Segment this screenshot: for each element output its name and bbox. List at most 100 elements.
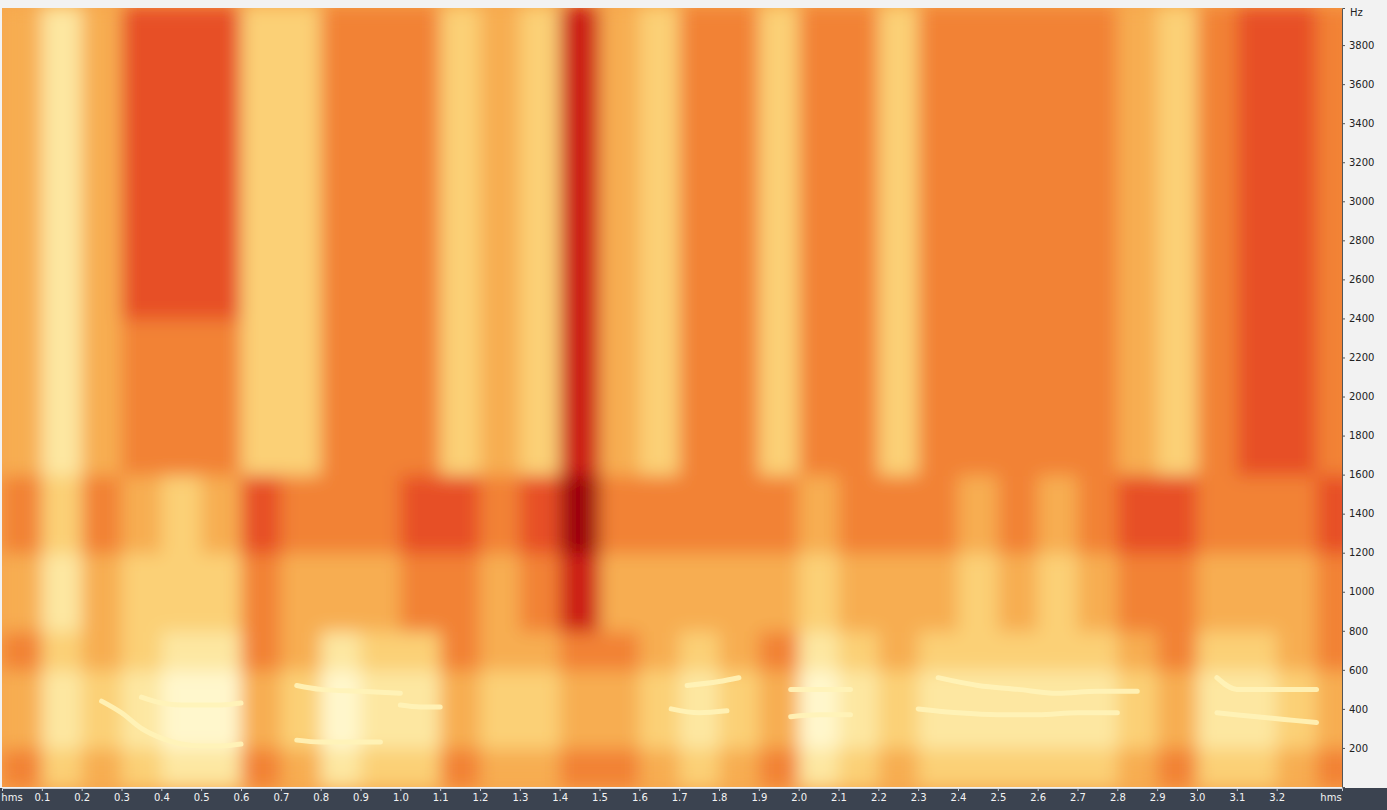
harmonic-lines <box>102 678 1317 746</box>
heatmap-cell <box>321 514 362 554</box>
heatmap-cell <box>400 162 441 202</box>
heatmap-cell <box>719 475 760 515</box>
heatmap-cell <box>2 45 43 85</box>
heatmap-cell <box>639 709 680 749</box>
heatmap-cell <box>600 279 641 319</box>
heatmap-cell <box>918 45 959 85</box>
heatmap-cell <box>281 592 322 632</box>
heatmap-cell <box>361 45 402 85</box>
x-tick-label: 2.4 <box>951 792 967 803</box>
heatmap-cell <box>82 201 123 241</box>
x-tick-mark <box>400 788 401 791</box>
x-tick: 0.7 <box>273 788 289 803</box>
heatmap-cell <box>122 45 163 85</box>
heatmap-cell <box>719 8 760 46</box>
heatmap-cell <box>918 279 959 319</box>
heatmap-cell <box>1277 709 1318 749</box>
heatmap-cell <box>241 670 282 710</box>
heatmap-cell <box>201 123 242 163</box>
heatmap-cell <box>679 397 720 437</box>
x-axis-line <box>3 789 1343 792</box>
heatmap-cell <box>201 84 242 124</box>
heatmap-cell <box>321 631 362 671</box>
heatmap-cell <box>400 84 441 124</box>
heatmap-cell <box>520 8 561 46</box>
heatmap-cell <box>480 709 521 749</box>
x-tick-mark <box>1078 788 1079 791</box>
heatmap-cell <box>679 84 720 124</box>
heatmap-cell <box>759 748 800 787</box>
heatmap-cell <box>958 318 999 358</box>
heatmap-cell <box>719 162 760 202</box>
heatmap-cell <box>1078 553 1119 593</box>
heatmap-cell <box>1157 475 1198 515</box>
heatmap-cell <box>82 357 123 397</box>
x-tick: 2.8 <box>1110 788 1126 803</box>
x-tick-label: 1.8 <box>712 792 728 803</box>
heatmap-cell <box>639 123 680 163</box>
heatmap-cell <box>839 475 880 515</box>
x-tick-mark <box>759 788 760 791</box>
heatmap-cell <box>600 553 641 593</box>
heatmap-cell <box>1197 514 1238 554</box>
heatmap-cell <box>600 397 641 437</box>
heatmap-cell <box>600 201 641 241</box>
heatmap-cell <box>1038 123 1079 163</box>
heatmap-cell <box>1157 553 1198 593</box>
heatmap-cell <box>759 84 800 124</box>
heatmap-cell <box>878 475 919 515</box>
heatmap-cell <box>201 318 242 358</box>
heatmap-cell <box>42 709 83 749</box>
heatmap-cell <box>520 45 561 85</box>
heatmap-cell <box>1317 436 1342 476</box>
heatmap-cell <box>918 84 959 124</box>
heatmap-cell <box>1117 592 1158 632</box>
chart: 0.10.20.30.40.50.60.70.80.91.01.11.21.31… <box>0 0 1387 810</box>
heatmap-cell <box>161 8 202 46</box>
heatmap-cell <box>639 592 680 632</box>
heatmap-cell <box>679 436 720 476</box>
heatmap-cell <box>440 397 481 437</box>
heatmap-cell <box>361 475 402 515</box>
heatmap-cell <box>42 514 83 554</box>
heatmap-cell <box>560 397 601 437</box>
y-tick-mark <box>1342 709 1345 710</box>
heatmap-cell <box>241 397 282 437</box>
heatmap-cell <box>600 436 641 476</box>
heatmap-cell <box>201 162 242 202</box>
y-tick: 400 <box>1342 704 1368 715</box>
heatmap-cell <box>998 631 1039 671</box>
heatmap-cell <box>1197 357 1238 397</box>
x-tick-label: 1.5 <box>592 792 608 803</box>
heatmap-cell <box>281 123 322 163</box>
heatmap-cell <box>42 318 83 358</box>
heatmap-cell <box>1317 592 1342 632</box>
heatmap-cell <box>82 123 123 163</box>
x-tick-label: 2.5 <box>990 792 1006 803</box>
heatmap-cell <box>1078 84 1119 124</box>
heatmap-cell <box>321 240 362 280</box>
plot-ground <box>2 8 1342 787</box>
heatmap-cell <box>759 162 800 202</box>
heatmap-cell <box>1277 514 1318 554</box>
heatmap-cell <box>1317 162 1342 202</box>
y-tick-mark <box>1342 631 1345 632</box>
heatmap-cell <box>560 318 601 358</box>
heatmap-cell <box>878 709 919 749</box>
y-tick-mark <box>1342 357 1345 358</box>
heatmap-cell <box>918 240 959 280</box>
heatmap-cell <box>161 84 202 124</box>
y-tick-mark <box>1342 279 1345 280</box>
heatmap-cell <box>1038 318 1079 358</box>
x-tick-label: 2.6 <box>1030 792 1046 803</box>
heatmap-cell <box>122 592 163 632</box>
y-tick-mark <box>1342 162 1345 163</box>
heatmap-cell <box>1197 201 1238 241</box>
x-tick-label: 0.2 <box>74 792 90 803</box>
heatmap-cell <box>161 162 202 202</box>
x-tick-label: 2.9 <box>1150 792 1166 803</box>
y-axis-line <box>1343 9 1346 788</box>
heatmap-cell <box>2 279 43 319</box>
heatmap-cell <box>878 748 919 787</box>
y-tick-mark <box>1342 592 1345 593</box>
